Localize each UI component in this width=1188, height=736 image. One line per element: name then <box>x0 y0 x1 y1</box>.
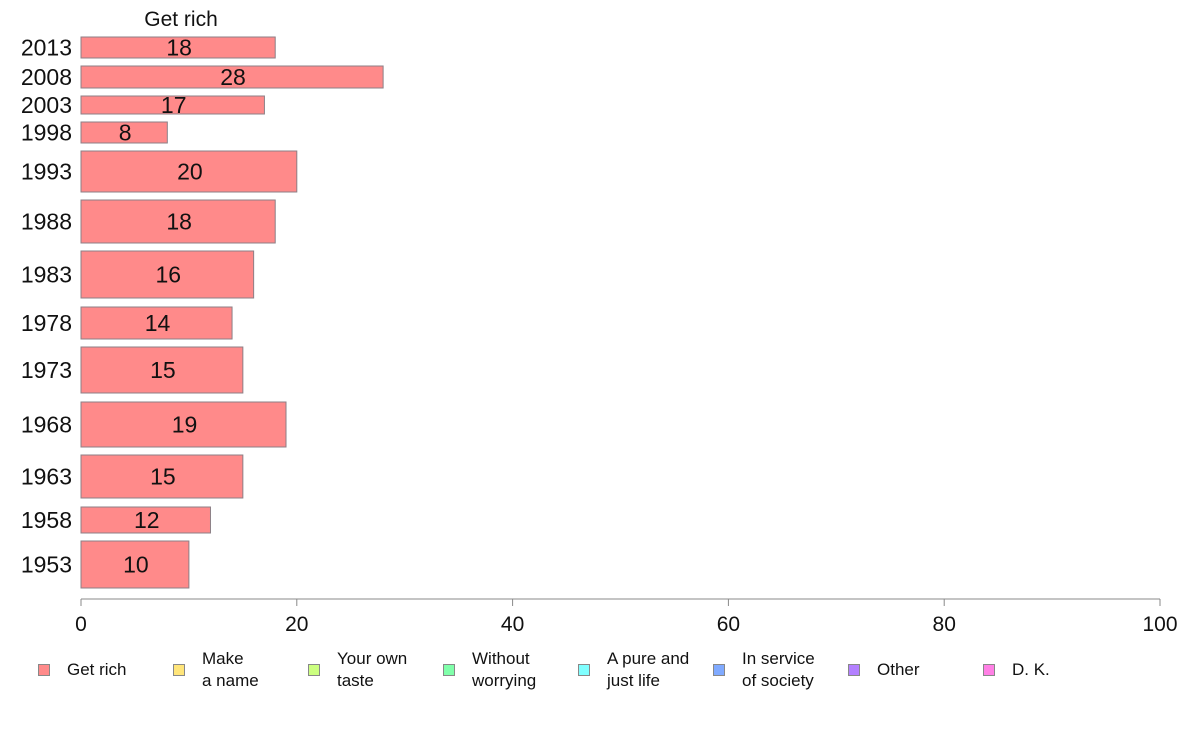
legend-label: A pure and just life <box>607 649 690 690</box>
category-label: 1953 <box>21 552 72 578</box>
data-label: 19 <box>172 412 198 438</box>
bar <box>80 306 233 340</box>
legend-label: Your own taste <box>337 649 408 690</box>
legend-label: Without worrying <box>472 649 537 690</box>
bar <box>80 250 255 299</box>
data-label: 10 <box>123 552 149 578</box>
category-label: 2008 <box>21 64 72 90</box>
legend-swatch <box>848 664 860 676</box>
x-tick-label: 0 <box>75 613 87 636</box>
legend-swatch <box>38 664 50 676</box>
bar <box>80 401 287 448</box>
bar <box>80 36 276 59</box>
legend-swatch <box>578 664 590 676</box>
legend-item: Without worrying <box>443 648 536 692</box>
legend-item: D. K. <box>983 648 1050 692</box>
legend-item: Get rich <box>38 648 127 692</box>
legend-label: Make a name <box>202 649 259 690</box>
category-label: 1963 <box>21 464 72 490</box>
legend-swatch <box>713 664 725 676</box>
legend-swatch <box>983 664 995 676</box>
category-label: 2013 <box>21 35 72 61</box>
legend-item: A pure and just life <box>578 648 689 692</box>
bar <box>80 506 211 534</box>
bar <box>80 65 384 89</box>
x-tick-label: 80 <box>933 613 956 636</box>
bar <box>80 150 298 193</box>
bar <box>80 121 168 144</box>
category-label: 1968 <box>21 412 72 438</box>
category-label: 1988 <box>21 209 72 235</box>
x-tick-label: 60 <box>717 613 740 636</box>
data-label: 8 <box>119 120 132 146</box>
data-label: 12 <box>134 507 160 533</box>
chart: Get rich 2013 18 2008 28 2003 17 1998 8 1993 20 19… <box>21 8 1178 636</box>
legend-swatch <box>173 664 185 676</box>
data-label: 17 <box>161 92 187 118</box>
legend-label: Get rich <box>67 660 127 679</box>
legend-item: Make a name <box>173 648 259 692</box>
data-label: 18 <box>166 35 192 61</box>
data-label: 16 <box>156 262 182 288</box>
legend-item: Your own taste <box>308 648 407 692</box>
data-label: 20 <box>177 159 203 185</box>
category-label: 1958 <box>21 507 72 533</box>
legend-swatch <box>308 664 320 676</box>
data-label: 28 <box>220 64 246 90</box>
legend-item: In service of society <box>713 648 815 692</box>
category-label: 1993 <box>21 159 72 185</box>
bar <box>80 95 265 115</box>
category-label: 1998 <box>21 120 72 146</box>
x-tick-label: 40 <box>501 613 524 636</box>
legend-label: Other <box>877 660 920 679</box>
data-label: 15 <box>150 357 176 383</box>
category-label: 2003 <box>21 92 72 118</box>
bar <box>80 540 190 589</box>
bar <box>80 454 244 499</box>
legend-item: Other <box>848 648 920 692</box>
x-tick-label: 100 <box>1142 613 1177 636</box>
data-label: 18 <box>166 209 192 235</box>
x-tick-label: 20 <box>285 613 308 636</box>
category-label: 1973 <box>21 357 72 383</box>
category-label: 1983 <box>21 262 72 288</box>
bar <box>80 199 276 244</box>
legend-label: D. K. <box>1012 660 1050 679</box>
category-label: 1978 <box>21 310 72 336</box>
legend-label: In service of society <box>742 649 815 690</box>
data-label: 14 <box>145 310 171 336</box>
bar <box>80 346 244 394</box>
legend-swatch <box>443 664 455 676</box>
legend: Get rich Make a name Your own taste Without… <box>38 648 1158 698</box>
data-label: 15 <box>150 464 176 490</box>
chart-title: Get rich <box>144 8 218 31</box>
